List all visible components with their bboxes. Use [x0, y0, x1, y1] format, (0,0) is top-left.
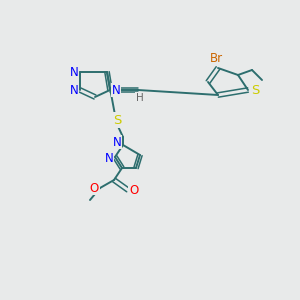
- Text: Br: Br: [209, 52, 223, 64]
- Text: N: N: [70, 83, 78, 97]
- Text: N: N: [112, 136, 122, 148]
- Text: S: S: [251, 83, 259, 97]
- Text: O: O: [129, 184, 139, 196]
- Text: N: N: [112, 83, 120, 97]
- Text: N: N: [105, 152, 113, 166]
- Text: S: S: [113, 113, 121, 127]
- Text: H: H: [136, 93, 144, 103]
- Text: N: N: [70, 65, 78, 79]
- Text: O: O: [89, 182, 99, 194]
